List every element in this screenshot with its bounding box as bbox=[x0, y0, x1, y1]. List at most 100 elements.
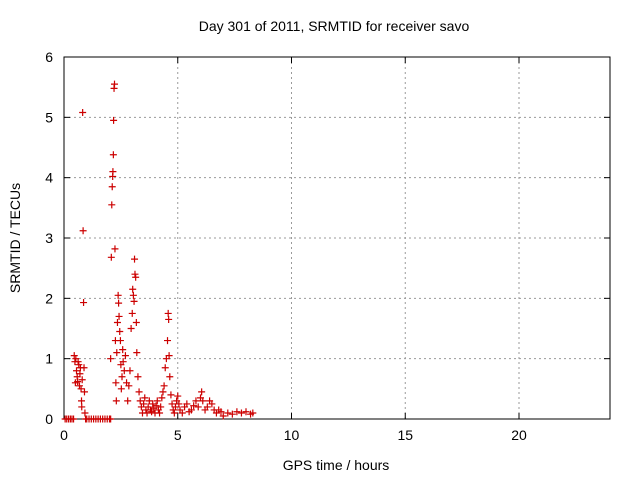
y-tick-label: 5 bbox=[45, 109, 53, 125]
y-tick-label: 2 bbox=[45, 290, 53, 306]
data-point bbox=[107, 415, 115, 423]
data-point bbox=[111, 245, 119, 253]
data-point bbox=[164, 309, 172, 317]
data-point bbox=[164, 337, 172, 345]
x-tick-label: 20 bbox=[511, 427, 527, 443]
data-point bbox=[161, 364, 169, 372]
data-point bbox=[74, 358, 82, 366]
data-point bbox=[79, 109, 87, 117]
data-point bbox=[128, 309, 136, 317]
data-point bbox=[121, 352, 129, 360]
data-point bbox=[156, 409, 164, 417]
data-point bbox=[75, 361, 83, 369]
x-tick-label: 15 bbox=[397, 427, 413, 443]
chart-title: Day 301 of 2011, SRMTID for receiver sav… bbox=[199, 18, 470, 34]
data-point bbox=[131, 255, 139, 263]
data-point bbox=[159, 388, 167, 396]
data-point bbox=[140, 400, 148, 408]
y-tick-label: 3 bbox=[45, 230, 53, 246]
data-point bbox=[167, 391, 175, 399]
data-point bbox=[219, 412, 227, 420]
data-point bbox=[148, 408, 156, 416]
data-point bbox=[119, 358, 127, 366]
data-point bbox=[78, 403, 86, 411]
data-point bbox=[228, 410, 236, 418]
data-point bbox=[199, 397, 207, 405]
data-point bbox=[192, 397, 200, 405]
data-point bbox=[134, 373, 142, 381]
data-point bbox=[130, 297, 138, 305]
x-tick-label: 0 bbox=[60, 427, 68, 443]
data-point bbox=[131, 270, 139, 278]
data-point bbox=[129, 291, 137, 299]
data-point bbox=[112, 397, 120, 405]
data-point bbox=[127, 325, 135, 332]
axis-ticks: 0 5 10 15 20 0 1 2 3 4 5 6 bbox=[45, 49, 610, 443]
data-point bbox=[171, 403, 179, 411]
data-point bbox=[160, 382, 168, 390]
data-point bbox=[74, 378, 82, 386]
data-point bbox=[178, 409, 186, 417]
data-point bbox=[78, 397, 86, 405]
data-point bbox=[133, 349, 141, 357]
data-point bbox=[187, 406, 195, 414]
data-point bbox=[113, 349, 121, 357]
data-point bbox=[111, 80, 119, 88]
data-point bbox=[194, 403, 202, 411]
data-point bbox=[77, 385, 85, 393]
data-point bbox=[125, 382, 133, 390]
grid-lines bbox=[64, 57, 610, 419]
data-point bbox=[158, 394, 166, 402]
data-point bbox=[190, 402, 198, 410]
data-point bbox=[78, 376, 86, 384]
data-point bbox=[116, 328, 124, 336]
data-point bbox=[107, 253, 115, 261]
data-point bbox=[112, 379, 120, 387]
data-point bbox=[203, 403, 211, 411]
data-point bbox=[108, 201, 116, 209]
data-point bbox=[153, 397, 161, 405]
data-point bbox=[70, 415, 78, 423]
data-point bbox=[157, 403, 165, 411]
data-point bbox=[118, 373, 126, 381]
data-point bbox=[132, 318, 140, 326]
data-point bbox=[117, 385, 125, 393]
data-point bbox=[76, 370, 84, 378]
data-point bbox=[237, 409, 245, 417]
y-tick-label: 0 bbox=[45, 411, 53, 427]
data-point bbox=[143, 409, 151, 417]
y-tick-label: 6 bbox=[45, 49, 53, 65]
data-point bbox=[249, 409, 257, 417]
data-point bbox=[115, 312, 123, 320]
y-tick-label: 4 bbox=[45, 170, 53, 186]
data-point bbox=[109, 151, 117, 159]
data-point bbox=[141, 394, 149, 402]
data-point bbox=[115, 299, 123, 307]
data-point bbox=[233, 408, 241, 416]
data-point bbox=[114, 291, 122, 299]
data-point bbox=[165, 315, 173, 323]
data-point bbox=[80, 388, 88, 396]
data-point bbox=[108, 183, 116, 191]
data-point bbox=[107, 355, 115, 363]
data-point bbox=[124, 397, 132, 405]
data-point bbox=[80, 299, 88, 307]
data-point bbox=[132, 273, 140, 281]
data-point bbox=[135, 388, 143, 396]
data-point bbox=[175, 400, 183, 408]
data-point bbox=[217, 408, 225, 416]
data-point bbox=[109, 168, 117, 176]
data-point bbox=[224, 409, 232, 417]
data-point bbox=[166, 373, 174, 381]
data-point bbox=[110, 116, 118, 124]
data-point bbox=[75, 382, 83, 390]
data-point bbox=[79, 227, 87, 235]
data-point bbox=[198, 388, 206, 396]
data-point bbox=[183, 400, 191, 408]
data-point bbox=[145, 397, 153, 405]
x-axis-label: GPS time / hours bbox=[283, 457, 390, 473]
data-point bbox=[152, 402, 160, 410]
x-tick-label: 5 bbox=[174, 427, 182, 443]
y-tick-label: 1 bbox=[45, 351, 53, 367]
